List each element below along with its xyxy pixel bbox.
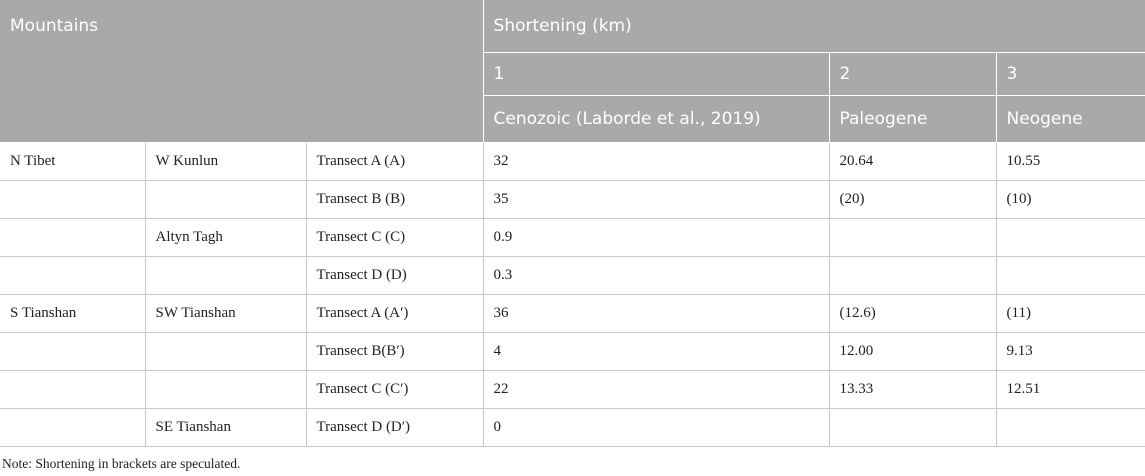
cell-cenozoic: 22 <box>482 370 830 409</box>
cell-transect: Transect A (A′) <box>305 294 484 333</box>
table-row: Transect B (B) 35 (20) (10) <box>0 180 1145 219</box>
cell-transect: Transect D (D) <box>305 256 484 295</box>
cell-range <box>144 332 307 371</box>
header-col-cenozoic: Cenozoic (Laborde et al., 2019) <box>482 95 830 143</box>
cell-transect: Transect B (B) <box>305 180 484 219</box>
cell-paleogene: (20) <box>828 180 997 219</box>
cell-region: S Tianshan <box>0 294 146 333</box>
shortening-table: Mountains Shortening (km) 1 2 3 Cenozoic… <box>0 0 1145 447</box>
table-row: S Tianshan SW Tianshan Transect A (A′) 3… <box>0 294 1145 333</box>
cell-transect: Transect C (C) <box>305 218 484 257</box>
cell-neogene: 12.51 <box>995 370 1145 409</box>
cell-paleogene: 12.00 <box>828 332 997 371</box>
cell-region <box>0 180 146 219</box>
cell-range: SW Tianshan <box>144 294 307 333</box>
header-col-neogene: Neogene <box>995 95 1145 143</box>
cell-region: N Tibet <box>0 142 146 181</box>
cell-cenozoic: 4 <box>482 332 830 371</box>
cell-paleogene <box>828 408 997 447</box>
table-row: N Tibet W Kunlun Transect A (A) 32 20.64… <box>0 142 1145 181</box>
cell-region <box>0 408 146 447</box>
table-row: Transect D (D) 0.3 <box>0 256 1145 295</box>
table-row: Transect C (C′) 22 13.33 12.51 <box>0 370 1145 409</box>
cell-range <box>144 256 307 295</box>
cell-region <box>0 370 146 409</box>
cell-range <box>144 370 307 409</box>
cell-paleogene: (12.6) <box>828 294 997 333</box>
header-col-number-2: 2 <box>828 52 997 96</box>
table-row: Transect B(B′) 4 12.00 9.13 <box>0 332 1145 371</box>
cell-neogene: (10) <box>995 180 1145 219</box>
cell-neogene <box>995 408 1145 447</box>
header-col-number-1: 1 <box>482 52 830 96</box>
cell-range: Altyn Tagh <box>144 218 307 257</box>
header-col-paleogene: Paleogene <box>828 95 997 143</box>
cell-cenozoic: 0.3 <box>482 256 830 295</box>
cell-cenozoic: 0 <box>482 408 830 447</box>
cell-cenozoic: 32 <box>482 142 830 181</box>
cell-paleogene: 13.33 <box>828 370 997 409</box>
cell-transect: Transect D (D′) <box>305 408 484 447</box>
header-mountains: Mountains <box>0 0 484 143</box>
cell-range <box>144 180 307 219</box>
cell-paleogene: 20.64 <box>828 142 997 181</box>
table-header: Mountains Shortening (km) 1 2 3 Cenozoic… <box>0 0 1145 143</box>
header-col-number-3: 3 <box>995 52 1145 96</box>
table-note: Note: Shortening in brackets are specula… <box>2 456 241 471</box>
table-row: SE Tianshan Transect D (D′) 0 <box>0 408 1145 447</box>
header-shortening: Shortening (km) <box>482 0 1145 53</box>
cell-neogene: 10.55 <box>995 142 1145 181</box>
cell-cenozoic: 35 <box>482 180 830 219</box>
cell-transect: Transect B(B′) <box>305 332 484 371</box>
cell-region <box>0 256 146 295</box>
shortening-table-container: Mountains Shortening (km) 1 2 3 Cenozoic… <box>0 0 1145 447</box>
cell-range: W Kunlun <box>144 142 307 181</box>
cell-transect: Transect A (A) <box>305 142 484 181</box>
table-body: N Tibet W Kunlun Transect A (A) 32 20.64… <box>0 142 1145 447</box>
cell-region <box>0 332 146 371</box>
cell-paleogene <box>828 256 997 295</box>
cell-neogene: (11) <box>995 294 1145 333</box>
cell-neogene <box>995 218 1145 257</box>
cell-transect: Transect C (C′) <box>305 370 484 409</box>
cell-region <box>0 218 146 257</box>
table-row: Altyn Tagh Transect C (C) 0.9 <box>0 218 1145 257</box>
cell-cenozoic: 36 <box>482 294 830 333</box>
cell-cenozoic: 0.9 <box>482 218 830 257</box>
cell-neogene <box>995 256 1145 295</box>
cell-paleogene <box>828 218 997 257</box>
cell-neogene: 9.13 <box>995 332 1145 371</box>
cell-range: SE Tianshan <box>144 408 307 447</box>
